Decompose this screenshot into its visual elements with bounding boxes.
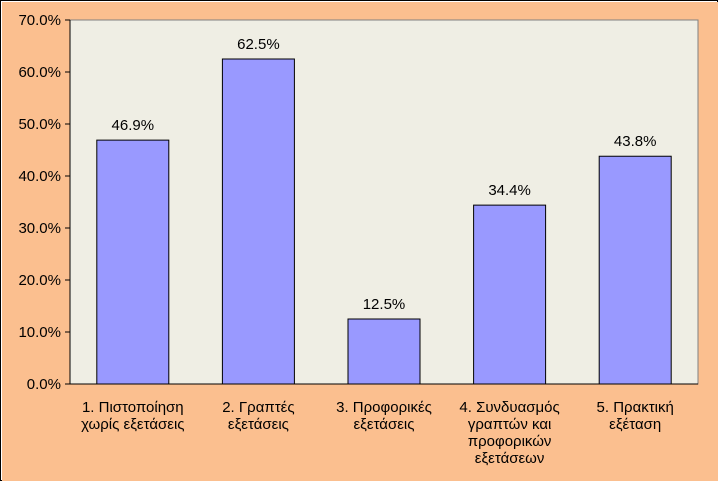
x-category-label: 2. Γραπτές εξετάσεις: [222, 399, 294, 433]
y-tick-label: 70.0%: [18, 12, 61, 29]
x-category-label-line: εξετάσεων: [475, 450, 545, 467]
x-category-label: 4. Συνδυασμός γραπτών και προφορικών εξετάσ…: [459, 399, 559, 467]
y-tick-label: 50.0%: [18, 116, 61, 133]
x-category-label-line: προφορικών: [468, 433, 552, 450]
x-category-label: 3. Προφορικές εξετάσεις: [336, 399, 432, 433]
y-tick-label: 0.0%: [27, 376, 61, 393]
bar: [598, 155, 672, 385]
y-tick-label: 10.0%: [18, 324, 61, 341]
x-category-label-line: 5. Πρακτική: [597, 399, 674, 416]
x-category-label-line: 2. Γραπτές: [222, 399, 294, 416]
x-category-label: 5. Πρακτική εξέταση: [597, 399, 674, 433]
x-category-label-line: 4. Συνδυασμός: [459, 399, 559, 416]
x-category-label-line: 3. Προφορικές: [336, 399, 432, 416]
bar: [347, 318, 421, 385]
bar-value-label: 34.4%: [488, 182, 531, 199]
y-tick-label: 40.0%: [18, 168, 61, 185]
x-category-label-line: εξετάσεις: [354, 416, 415, 433]
y-tick-label: 20.0%: [18, 272, 61, 289]
x-category-label-line: εξετάσεις: [228, 416, 289, 433]
bar-value-label: 43.8%: [614, 133, 657, 150]
bar: [221, 58, 295, 385]
x-category-label-line: χωρίς εξετάσεις: [81, 416, 184, 433]
x-category-label-line: εξέταση: [609, 416, 661, 433]
x-category-label-line: γραπτών και: [468, 416, 551, 433]
bar: [96, 139, 170, 385]
bar: [473, 204, 547, 385]
bar-value-label: 46.9%: [112, 117, 155, 134]
x-category-label-line: 1. Πιστοποίηση: [82, 399, 184, 416]
y-tick-label: 60.0%: [18, 64, 61, 81]
data-labels: 46.9% 62.5% 12.5% 34.4% 43.8%: [112, 36, 657, 313]
bar-value-label: 62.5%: [237, 36, 280, 53]
y-axis-ticks: 0.0% 10.0% 20.0% 30.0% 40.0% 50.0% 60.0% 70.0%: [18, 12, 70, 393]
bar-series: [96, 58, 672, 385]
y-tick-label: 30.0%: [18, 220, 61, 237]
x-category-label: 1. Πιστοποίηση χωρίς εξετάσεις: [81, 399, 184, 433]
bar-value-label: 12.5%: [363, 296, 406, 313]
